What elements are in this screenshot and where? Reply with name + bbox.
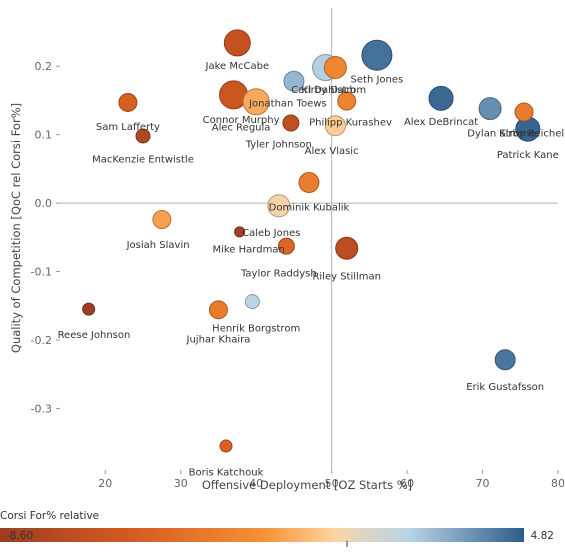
data-point xyxy=(428,85,454,111)
point-label: Patrick Kane xyxy=(497,150,559,161)
data-point xyxy=(324,115,346,137)
point-label: Alex DeBrincat xyxy=(404,117,478,128)
y-axis-ticks: 0.2 0.1 0.0 -0.1 -0.2 -0.3 xyxy=(31,60,60,415)
y-tick-label: 0.0 xyxy=(35,197,53,210)
point-label: Jujhar Khaira xyxy=(186,335,251,346)
data-point xyxy=(478,97,502,121)
point-label: Taylor Raddysh xyxy=(240,268,317,279)
point-label: Sam Lafferty xyxy=(96,122,160,133)
data-point xyxy=(282,114,300,132)
point-label: Alec Regula xyxy=(212,123,271,134)
data-point xyxy=(152,209,172,229)
point-label: Kirby Dach xyxy=(301,85,356,96)
data-point xyxy=(223,29,251,57)
legend-max-label: 4.82 xyxy=(531,530,554,542)
data-point xyxy=(219,439,233,453)
point-label: Mike Hardman xyxy=(212,244,284,255)
data-point xyxy=(208,300,228,320)
point-label: Henrik Borgstrom xyxy=(212,324,300,335)
x-tick-label: 40 xyxy=(249,477,263,490)
x-tick-label: 80 xyxy=(551,477,565,490)
data-point xyxy=(267,194,291,218)
legend-title: Corsi For% relative xyxy=(0,510,99,522)
legend-gradient-bar xyxy=(0,528,524,542)
data-point xyxy=(135,128,151,144)
data-points xyxy=(82,29,541,453)
data-point xyxy=(337,91,357,111)
data-point xyxy=(335,236,359,260)
point-label: Jake McCabe xyxy=(205,61,270,72)
point-label: Caleb Jones xyxy=(242,228,300,239)
point-label: Jonathan Toews xyxy=(248,99,327,110)
point-label: Riley Stillman xyxy=(312,272,381,283)
reference-lines xyxy=(60,8,558,470)
x-tick-label: 70 xyxy=(476,477,490,490)
data-point xyxy=(361,39,393,71)
data-point xyxy=(234,226,246,238)
data-point xyxy=(277,237,295,255)
point-label: Josiah Slavin xyxy=(126,240,190,251)
data-point xyxy=(244,294,260,310)
point-label: Boris Katchouk xyxy=(189,467,264,478)
point-label: Dylan Strome xyxy=(467,129,535,140)
point-label: Kirby Reichel xyxy=(499,129,564,140)
y-axis-title: Quality of Competition [QoC rel Corsi Fo… xyxy=(9,103,23,353)
legend-min-label: -8.60 xyxy=(6,530,33,542)
data-point xyxy=(514,102,534,122)
x-axis-title: Offensive Deployment [OZ Starts %] xyxy=(202,478,412,492)
y-tick-label: 0.2 xyxy=(35,60,53,73)
point-label: Erik Gustafsson xyxy=(466,382,544,393)
color-legend: Corsi For% relative -8.60 4.82 xyxy=(0,510,554,547)
point-label: Tyler Johnson xyxy=(245,140,312,151)
data-point xyxy=(82,302,96,316)
x-tick-label: 20 xyxy=(98,477,112,490)
point-label: Carl Dahlstrom xyxy=(291,85,366,96)
data-point xyxy=(494,349,516,371)
data-point xyxy=(283,70,305,92)
y-tick-label: -0.3 xyxy=(31,402,52,415)
x-axis-ticks: 20 30 40 50 60 70 80 xyxy=(98,470,565,490)
point-label: Seth Jones xyxy=(351,75,404,86)
y-tick-label: -0.1 xyxy=(31,266,52,279)
point-label: Dominik Kubalik xyxy=(269,203,350,214)
point-label: Alex Vlasic xyxy=(305,146,359,157)
data-point xyxy=(298,172,320,194)
point-label: MacKenzie Entwistle xyxy=(92,155,194,166)
data-point xyxy=(242,88,270,116)
y-tick-label: -0.2 xyxy=(31,334,52,347)
data-point xyxy=(118,92,138,112)
x-tick-label: 60 xyxy=(400,477,414,490)
data-point xyxy=(323,56,347,80)
x-tick-label: 50 xyxy=(325,477,339,490)
point-label: Connor Murphy xyxy=(203,115,280,126)
point-label: Reese Johnson xyxy=(58,330,131,341)
y-tick-label: 0.1 xyxy=(35,129,53,142)
point-label: Philipp Kurashev xyxy=(309,118,392,129)
x-tick-label: 30 xyxy=(174,477,188,490)
